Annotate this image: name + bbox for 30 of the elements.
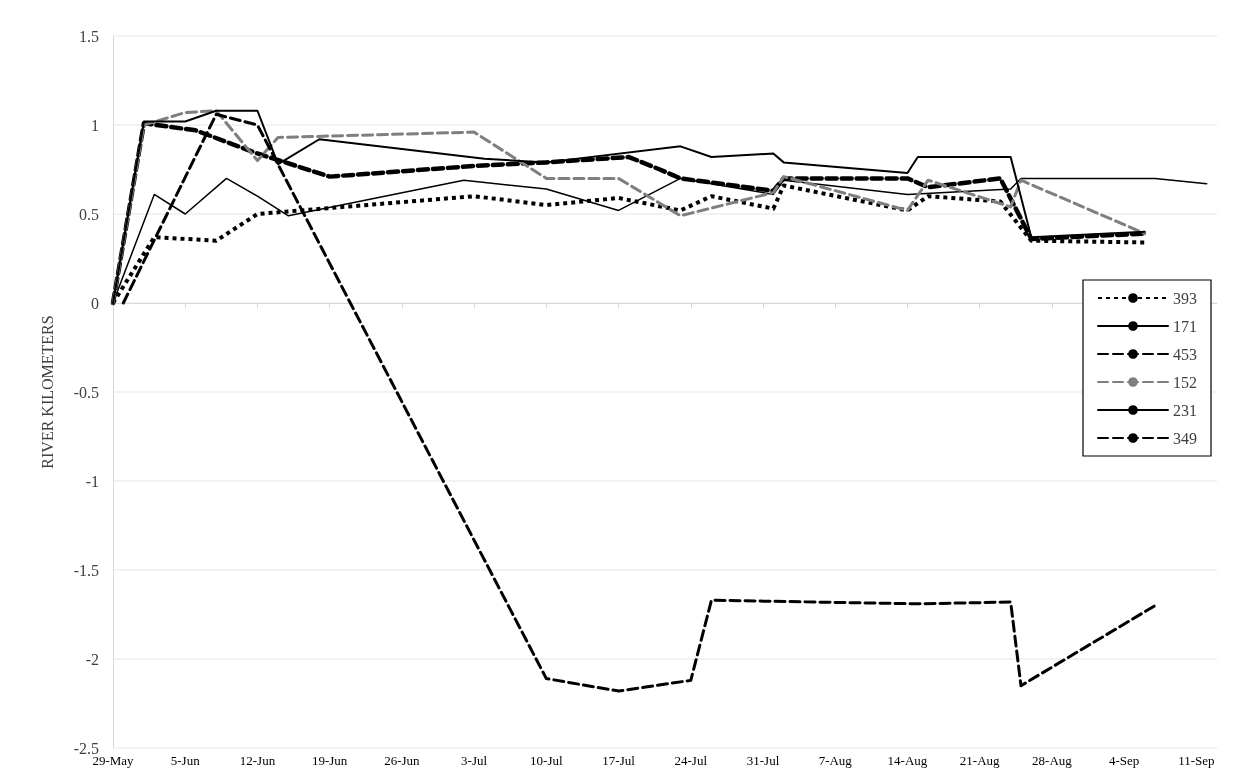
x-tick-label: 3-Jul [461,753,488,768]
y-tick-label: 1.5 [79,27,99,45]
x-tick-label: 4-Sep [1108,753,1140,768]
legend-label: 152 [1173,373,1197,391]
x-tick-label: 11-Sep [1178,753,1215,768]
y-tick-label: 1 [91,116,99,134]
y-tick-label: -2 [85,650,99,668]
legend-label: 349 [1173,429,1197,447]
y-tick-label: 0 [91,294,99,312]
x-tick-label: 21-Aug [959,753,1001,768]
x-tick-label: 10-Jul [530,753,563,768]
y-axis-title: RIVER KILOMETERS [38,315,56,469]
x-tick-label: 19-Jun [311,753,348,768]
x-tick-label: 12-Jun [239,753,276,768]
y-tick-label: -0.5 [73,383,99,401]
x-tick-label: 28-Aug [1032,753,1073,768]
y-tick-label: -1.5 [73,561,99,579]
x-tick-label: 14-Aug [887,753,928,768]
x-tick-label: 5-Jun [170,753,201,768]
y-tick-label: 0.5 [79,205,99,223]
x-tick-label: 17-Jul [602,753,636,768]
x-tick-label: 24-Jul [674,753,708,768]
x-tick-label: 7-Aug [818,753,853,768]
legend-label: 393 [1173,289,1197,307]
y-tick-label: -1 [85,472,99,490]
x-tick-label: 31-Jul [746,753,780,768]
legend-label: 453 [1173,345,1197,363]
x-tick-label: 26-Jun [384,753,421,768]
legend-label: 231 [1173,401,1197,419]
legend-label: 171 [1173,317,1197,335]
